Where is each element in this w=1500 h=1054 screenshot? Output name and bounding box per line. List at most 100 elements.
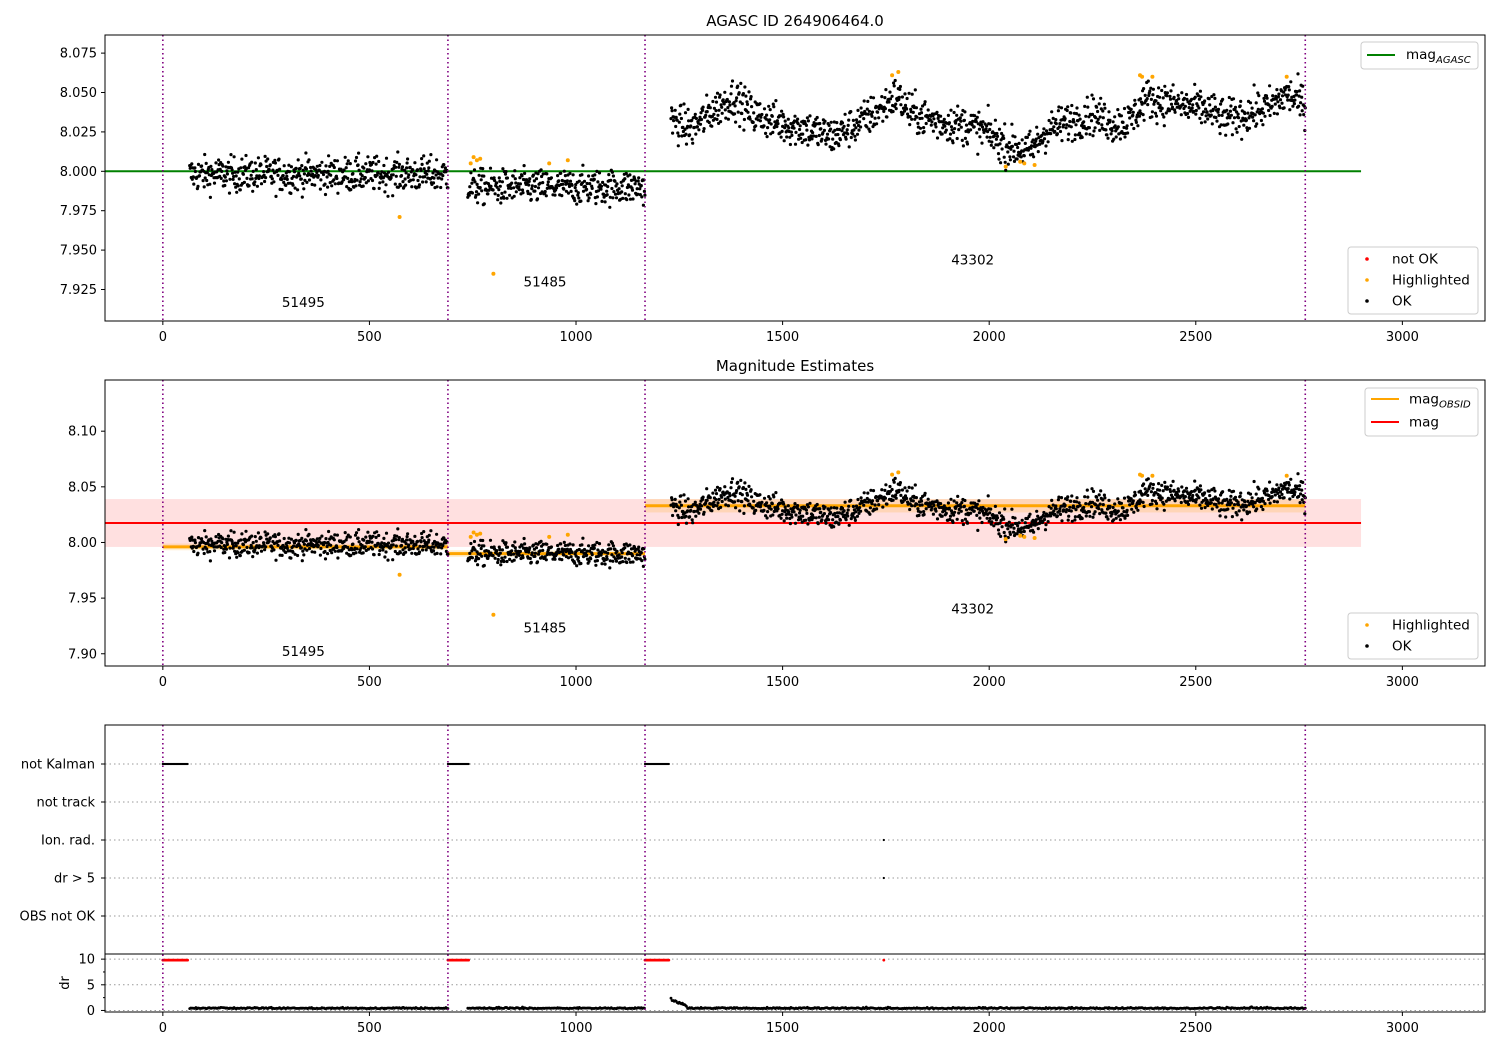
ok-point [349,162,352,165]
ok-point [1260,119,1263,122]
ok-point [553,558,556,561]
ok-point [957,128,960,131]
ok-point [854,519,857,522]
ok-point [1173,489,1176,492]
ok-point [1216,111,1219,114]
ok-point [806,144,809,147]
ok-point [523,164,526,167]
ok-point [977,111,980,114]
ok-point [561,183,564,186]
ok-point [831,518,834,521]
ok-point [623,177,626,180]
ok-point [1132,127,1135,130]
ok-point [893,481,896,484]
ok-point [271,177,274,180]
ok-point [1228,96,1231,99]
ok-point [808,114,811,117]
ok-point [314,168,317,171]
ok-point [624,557,627,560]
ok-point [670,106,673,109]
ok-point [205,535,208,538]
ok-point [769,497,772,500]
ok-point [435,158,438,161]
ok-point [418,183,421,186]
ok-point [290,165,293,168]
ok-point [1221,114,1224,117]
ok-point [671,109,674,112]
ok-point [612,174,615,177]
ok-point [574,186,577,189]
ok-point [936,136,939,139]
dr-bad-point [882,959,885,962]
ok-point [404,184,407,187]
x-tick-label-3000: 3000 [1386,675,1419,690]
ok-point [706,110,709,113]
highlighted-point [547,161,551,165]
ok-point [960,126,963,129]
ok-point [691,518,694,521]
ok-point [1237,503,1240,506]
ok-point [1067,138,1070,141]
ok-point [1232,97,1235,100]
ok-point [477,557,480,560]
ok-point [200,537,203,540]
ok-point [1101,109,1104,112]
ok-point [866,100,869,103]
ok-point [771,115,774,118]
ok-point [242,543,245,546]
ok-point [607,173,610,176]
ok-point [859,510,862,513]
ok-point [766,135,769,138]
ok-point [288,541,291,544]
ok-point [976,116,979,119]
ok-point [735,489,738,492]
ok-point [948,137,951,140]
ok-point [497,558,500,561]
ok-point [1128,116,1131,119]
ok-point [721,112,724,115]
ok-point [528,546,531,549]
ok-point [679,494,682,497]
ok-point [254,535,257,538]
ok-point [436,185,439,188]
ok-point [385,532,388,535]
ok-point [912,111,915,114]
ok-point [1092,129,1095,132]
ok-point [416,547,419,550]
ok-point [817,143,820,146]
ok-point [1297,495,1300,498]
ok-point [1123,497,1126,500]
ok-point [239,188,242,191]
ok-point [714,489,717,492]
ok-point [871,111,874,114]
ok-point [405,171,408,174]
ok-point [1233,116,1236,119]
ok-point [323,183,326,186]
y-tick-label-0: 7.90 [68,647,97,662]
ok-point [323,550,326,553]
ok-point [1050,507,1053,510]
highlighted-point [398,573,402,577]
ok-point [545,543,548,546]
ok-point [875,507,878,510]
ok-point [857,129,860,132]
ok-point [1299,113,1302,116]
ok-point [499,563,502,566]
ok-point [1047,520,1050,523]
ok-point [299,167,302,170]
ok-point [579,200,582,203]
ok-point [631,554,634,557]
ok-point [605,190,608,193]
ok-point [1155,115,1158,118]
ok-point [1112,506,1115,509]
ok-point [1102,503,1105,506]
ok-point [519,182,522,185]
ok-point [593,543,596,546]
ok-point [1283,496,1286,499]
ok-point [414,543,417,546]
ok-point [1266,97,1269,100]
ok-point [326,175,329,178]
ok-point [1155,502,1158,505]
ok-point [1106,137,1109,140]
ok-point [1131,114,1134,117]
